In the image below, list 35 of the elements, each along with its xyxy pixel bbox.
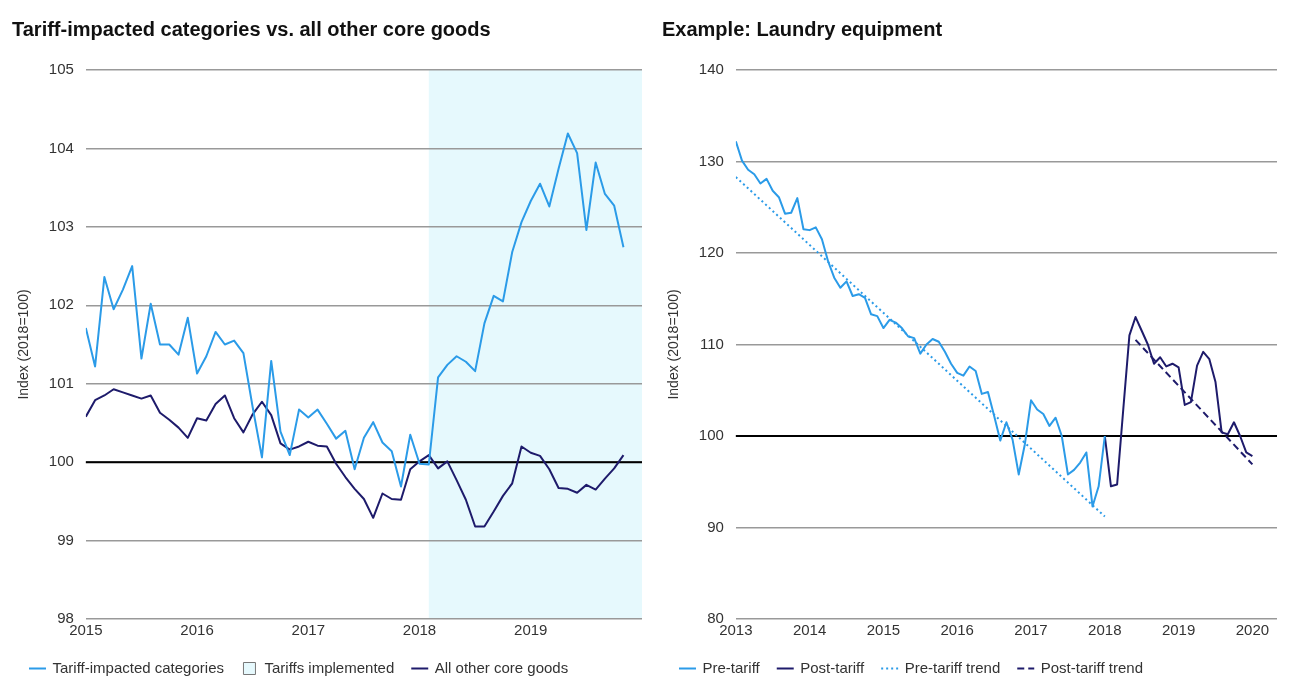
y-tick-label: 104 <box>48 138 74 156</box>
legend-label: All other core goods <box>434 658 569 676</box>
y-tick-label: 105 <box>48 60 74 78</box>
x-tick-label: 2016 <box>940 621 974 639</box>
y-tick-label: 120 <box>698 243 724 261</box>
y-axis-title: Index (2018=100) <box>665 289 682 400</box>
x-tick-label: 2019 <box>514 621 548 639</box>
y-tick-label: 110 <box>699 334 724 352</box>
legend-label: Post-tariff <box>800 658 865 676</box>
y-tick-label: 90 <box>707 517 724 535</box>
x-tick-label: 2017 <box>291 621 325 639</box>
x-tick-label: 2019 <box>1161 621 1196 639</box>
y-tick-label: 130 <box>698 151 724 169</box>
legend-label: Tariffs implemented <box>264 658 395 676</box>
y-tick-label: 100 <box>698 426 724 444</box>
x-tick-label: 2015 <box>866 621 901 639</box>
y-tick-label: 102 <box>48 295 74 313</box>
x-tick-label: 2014 <box>792 621 827 639</box>
chart-title: Tariff-impacted categories vs. all other core goods <box>12 17 491 40</box>
y-tick-label: 140 <box>698 60 724 78</box>
chart-title: Example: Laundry equipment <box>662 17 943 40</box>
y-tick-label: 103 <box>48 217 74 234</box>
legend-label: Pre-tariff trend <box>904 658 1001 676</box>
legend-label: Pre-tariff <box>702 658 761 676</box>
legend-label: Tariff-impacted categories <box>52 658 224 676</box>
x-tick-label: 2020 <box>1235 621 1270 639</box>
y-tick-label: 99 <box>57 530 74 548</box>
x-tick-label: 2016 <box>180 621 214 639</box>
x-tick-label: 2017 <box>1014 621 1048 639</box>
legend-label: Post-tariff trend <box>1040 658 1144 676</box>
x-tick-label: 2018 <box>402 621 437 639</box>
x-tick-label: 2018 <box>1088 621 1122 639</box>
y-axis-title: Index (2018=100) <box>15 289 32 400</box>
y-tick-label: 101 <box>48 373 74 391</box>
y-tick-label: 100 <box>48 452 74 470</box>
